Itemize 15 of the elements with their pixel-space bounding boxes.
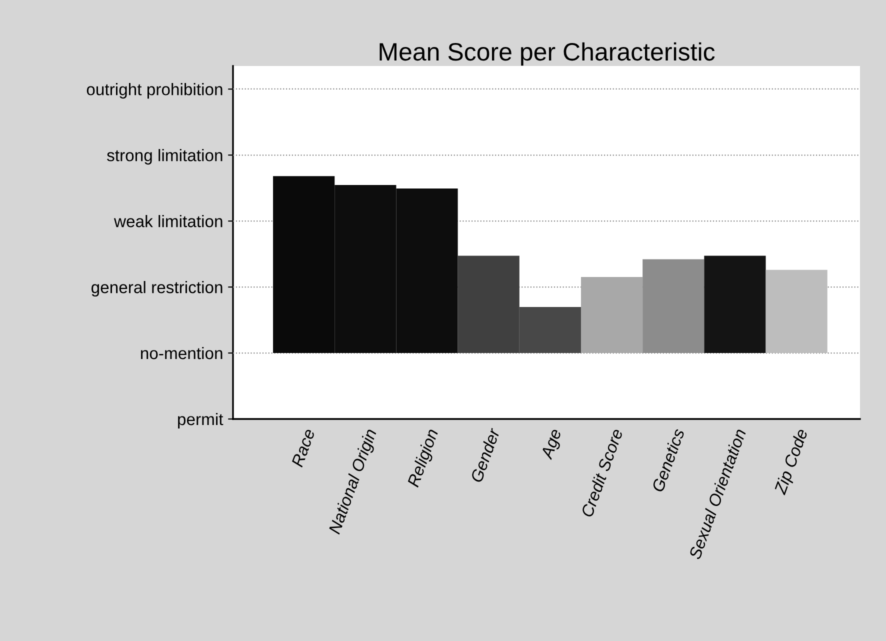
x-tick-label: Age	[540, 428, 565, 462]
category-label: general restriction	[92, 281, 222, 297]
category-label: outright prohibition	[86, 83, 222, 99]
category-label: permit	[178, 412, 224, 428]
x-tick-label: Gender	[470, 426, 500, 483]
bar	[580, 276, 643, 354]
category-label: weak limitation	[114, 215, 222, 228]
x-tick-label: Zip Code	[773, 428, 811, 496]
category-label: strong limitation	[107, 149, 222, 165]
category-label: no-mention	[141, 346, 222, 360]
x-tick-label: Credit Score	[580, 428, 624, 518]
bar	[766, 270, 828, 354]
x-tick-label: Race	[291, 428, 316, 468]
chart-title: Mean Score per Characteristic	[380, 42, 715, 66]
bar	[704, 256, 766, 354]
